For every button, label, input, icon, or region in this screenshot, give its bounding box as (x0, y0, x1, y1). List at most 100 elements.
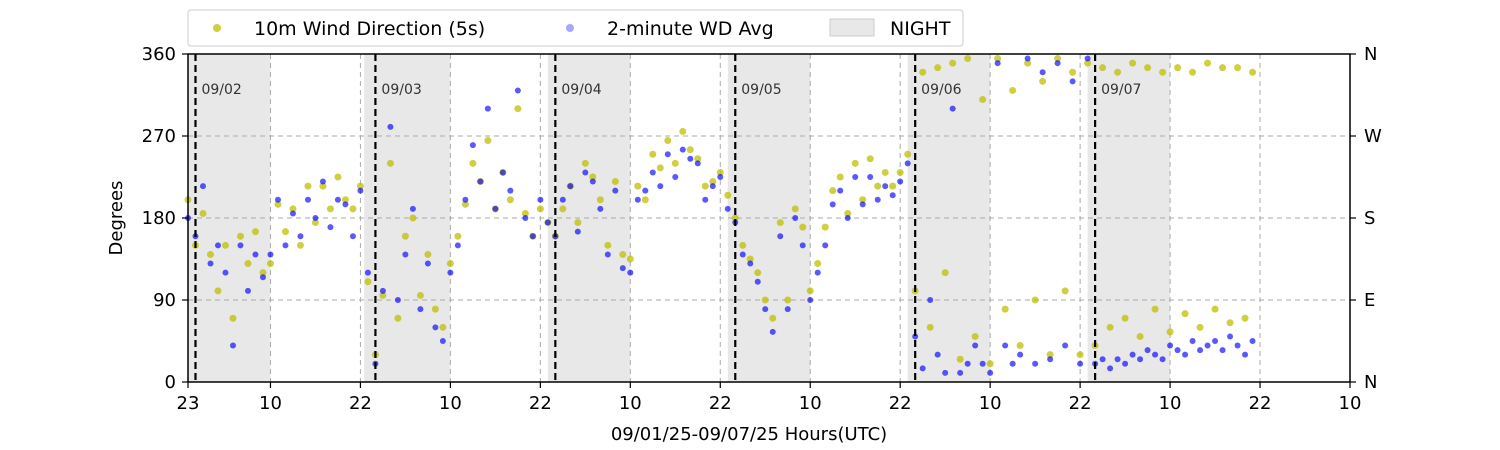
series-1-point-97 (912, 333, 919, 340)
series-0-point-20 (334, 173, 342, 181)
series-0-point-82 (799, 223, 807, 231)
series-1-point-123 (1107, 365, 1114, 372)
series-0-point-112 (1024, 59, 1032, 67)
x-tick-label-1: 10 (259, 393, 282, 414)
y-tick-label-1: 90 (153, 290, 176, 311)
series-1-point-19 (327, 224, 334, 231)
x-tick-label-8: 22 (889, 393, 912, 414)
series-1-point-112 (1024, 55, 1031, 62)
series-0-point-106 (979, 96, 987, 104)
series-1-point-66 (679, 146, 686, 153)
series-1-point-56 (604, 251, 611, 258)
series-1-point-8 (244, 287, 251, 294)
series-0-point-33 (431, 305, 439, 313)
series-1-point-98 (919, 365, 926, 372)
x-tick-label-2: 22 (349, 393, 372, 414)
series-1-point-55 (597, 205, 604, 212)
series-1-point-96 (904, 160, 911, 167)
series-0-point-32 (424, 250, 432, 258)
series-1-point-138 (1219, 347, 1226, 354)
series-0-point-21 (341, 196, 349, 204)
series-0-point-110 (1009, 86, 1017, 94)
series-0-point-66 (679, 127, 687, 135)
series-1-point-44 (514, 87, 521, 94)
series-0-point-62 (649, 150, 657, 158)
x-tick-label-12: 22 (1249, 393, 1272, 414)
series-0-point-78 (769, 314, 777, 322)
series-1-point-48 (544, 219, 551, 226)
series-0-point-22 (349, 205, 357, 213)
series-0-point-140 (1234, 64, 1242, 72)
series-1-point-41 (492, 205, 499, 212)
series-1-point-86 (829, 201, 836, 208)
x-tick-label-5: 10 (619, 393, 642, 414)
series-0-point-36 (454, 232, 462, 240)
series-0-point-54 (589, 173, 597, 181)
series-0-point-35 (446, 260, 454, 268)
series-0-point-123 (1106, 323, 1114, 331)
series-0-point-59 (626, 255, 634, 263)
series-0-point-126 (1129, 59, 1137, 67)
series-1-point-59 (627, 269, 634, 276)
series-0-point-10 (259, 269, 267, 277)
series-1-point-93 (882, 183, 889, 190)
series-0-point-119 (1076, 351, 1084, 359)
series-0-point-116 (1054, 55, 1062, 63)
series-1-point-81 (792, 215, 799, 221)
y-right-tick-label-3: W (1364, 126, 1382, 147)
series-0-point-45 (521, 209, 529, 217)
series-1-point-27 (387, 123, 394, 130)
day-boundary-layer: 09/02 09/03 09/04 09/05 09/06 09/07 (194, 54, 1141, 382)
series-0-point-136 (1204, 59, 1212, 67)
series-0-point-142 (1249, 68, 1257, 76)
series-1-point-61 (642, 187, 649, 194)
series-1-point-12 (274, 196, 281, 203)
series-1-point-105 (972, 342, 979, 349)
series-0-point-102 (949, 59, 957, 67)
series-1-point-50 (559, 196, 566, 203)
series-0-point-95 (896, 168, 904, 176)
series-0-point-79 (776, 219, 784, 227)
series-0-point-12 (274, 200, 282, 208)
x-tick-label-6: 22 (709, 393, 732, 414)
legend-label-night: NIGHT (890, 18, 951, 40)
series-1-point-115 (1047, 356, 1054, 363)
series-1-point-82 (799, 242, 806, 249)
series-0-point-134 (1189, 68, 1197, 76)
series-1-point-76 (754, 278, 761, 285)
x-tick-label-7: 10 (799, 393, 822, 414)
series-1-point-139 (1227, 333, 1234, 340)
series-1-point-46 (529, 233, 536, 240)
day-label-5: 09/07 (1101, 82, 1141, 98)
series-1-point-16 (304, 196, 311, 203)
series-0-point-28 (394, 314, 402, 322)
series-0-point-31 (416, 291, 424, 299)
series-0-point-55 (596, 196, 604, 204)
series-0-point-38 (469, 159, 477, 167)
series-1-point-2 (199, 183, 206, 190)
series-0-point-98 (919, 68, 927, 76)
series-1-point-28 (394, 297, 401, 303)
series-1-point-23 (357, 187, 364, 194)
series-0-point-67 (686, 146, 694, 154)
series-1-point-113 (1032, 360, 1039, 367)
series-1-point-70 (709, 183, 716, 190)
series-1-point-133 (1182, 351, 1189, 358)
series-0-point-76 (754, 269, 762, 277)
series-0-point-61 (641, 196, 649, 204)
series-1-point-42 (499, 169, 506, 176)
series-1-point-83 (807, 297, 814, 303)
series-0-point-133 (1181, 310, 1189, 318)
series-1-point-43 (507, 187, 514, 194)
series-1-point-29 (402, 251, 409, 258)
series-1-point-57 (612, 187, 619, 194)
day-label-0: 09/02 (201, 82, 241, 98)
series-0-point-103 (956, 355, 964, 363)
series-0-point-101 (941, 269, 949, 277)
series-1-point-135 (1197, 347, 1204, 354)
series-0-point-104 (964, 55, 972, 63)
series-0-point-44 (514, 105, 522, 113)
series-1-point-14 (289, 210, 296, 217)
series-1-point-89 (852, 174, 859, 180)
